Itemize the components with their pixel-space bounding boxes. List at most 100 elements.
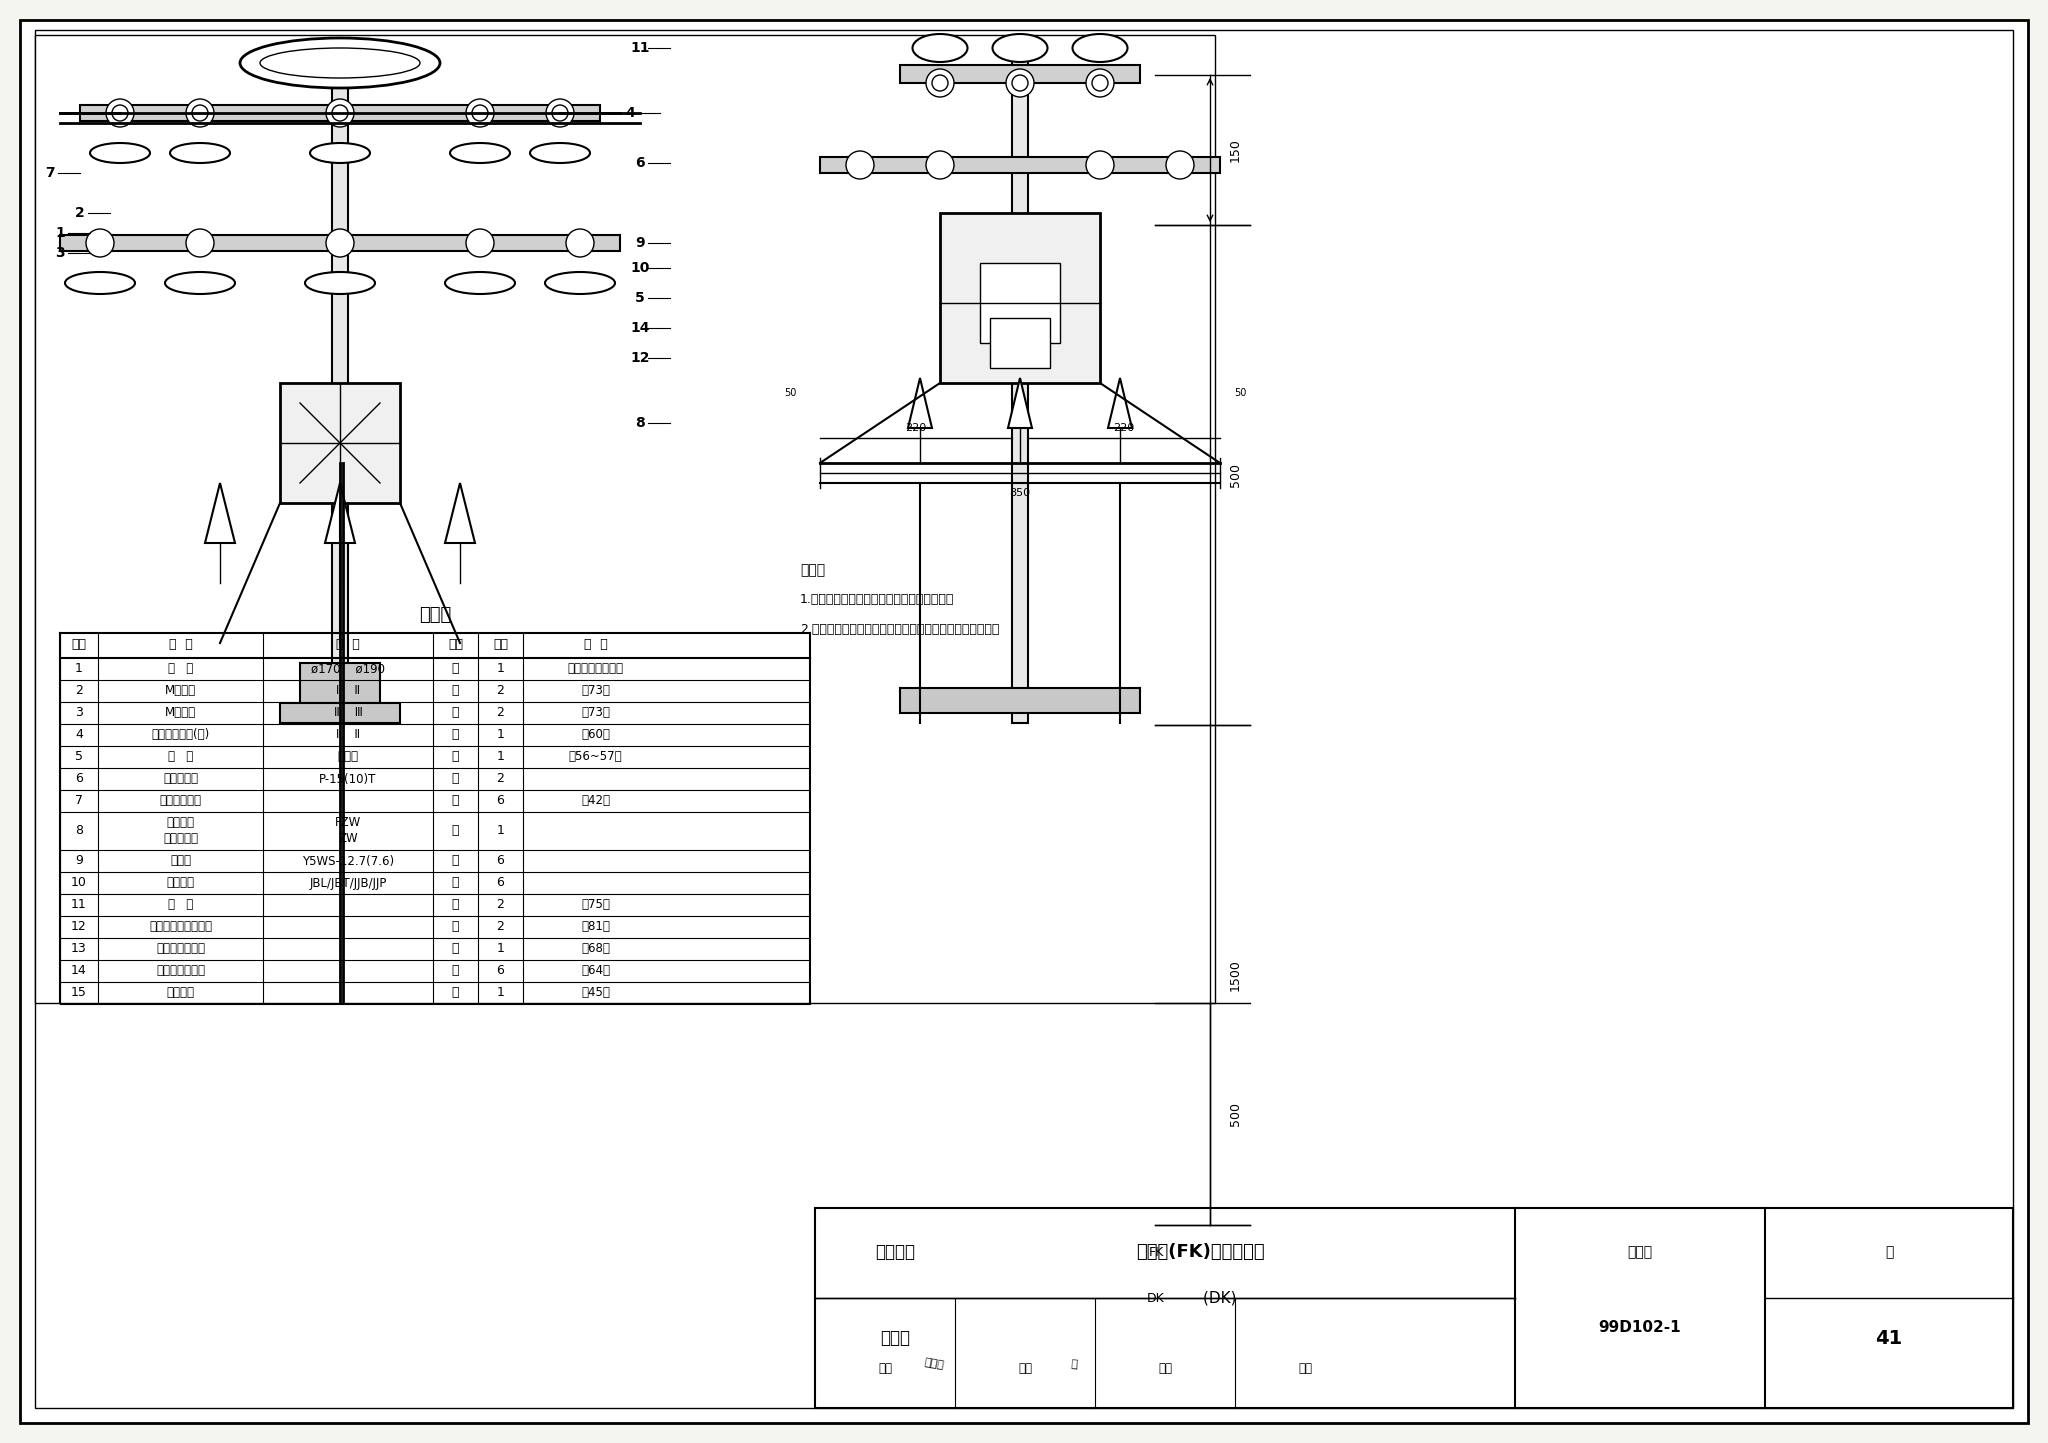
Text: 2: 2 [496,772,504,785]
Text: 安装杆(FK)杆顶安装图: 安装杆(FK)杆顶安装图 [1137,1242,1264,1261]
Bar [35,35,1214,1003]
Text: 6: 6 [496,876,504,889]
Text: 明细表: 明细表 [420,606,451,623]
Text: FZW: FZW [336,817,360,830]
Polygon shape [1008,378,1032,429]
Circle shape [932,75,948,91]
Text: 电   杆: 电 杆 [168,662,193,675]
Text: 6: 6 [496,854,504,867]
Text: 避雷器固定支架: 避雷器固定支架 [156,964,205,977]
Text: 220: 220 [905,423,926,433]
Text: 7: 7 [76,795,84,808]
Text: 校对: 校对 [1018,1362,1032,1375]
Text: 13: 13 [72,942,86,955]
Text: 付: 付 [453,942,459,955]
Circle shape [565,229,594,257]
Text: 2: 2 [496,707,504,720]
Text: 5: 5 [635,291,645,304]
Polygon shape [205,483,236,543]
Text: 避雷器: 避雷器 [170,854,190,867]
Text: 1: 1 [55,227,66,240]
Text: 负荷开关: 负荷开关 [874,1242,915,1261]
Circle shape [926,69,954,97]
Text: JBL/JBT/JJB/JJP: JBL/JBT/JJB/JJP [309,876,387,889]
Text: 2.开关两侧若只有一侧为电源时，只需在电源侧装避雷器。: 2.开关两侧若只有一侧为电源时，只需在电源侧装避雷器。 [801,623,999,636]
Circle shape [113,105,127,121]
Bar [80,105,600,121]
Text: 2: 2 [76,206,84,219]
Text: 11: 11 [631,40,649,55]
Circle shape [467,100,494,127]
Text: 6: 6 [496,795,504,808]
Text: 850: 850 [1010,488,1030,498]
Text: 见75页: 见75页 [582,899,610,912]
Text: 12: 12 [72,921,86,934]
Text: 99D102-1: 99D102-1 [1599,1320,1681,1336]
Circle shape [332,105,348,121]
Text: 付: 付 [453,750,459,763]
Text: 见73页: 见73页 [582,684,610,697]
Text: 天津: 天津 [1157,1362,1171,1375]
Circle shape [553,105,567,121]
Text: 2: 2 [496,684,504,697]
Text: 4: 4 [625,105,635,120]
Text: 9: 9 [76,854,82,867]
Text: 长度由工程设计定: 长度由工程设计定 [567,662,623,675]
Ellipse shape [309,143,371,163]
Text: 拉   板: 拉 板 [168,899,193,912]
Text: 7: 7 [45,166,55,180]
Text: (DK): (DK) [1163,1290,1237,1306]
Text: 15: 15 [72,987,86,1000]
Ellipse shape [66,271,135,294]
Text: 个: 个 [453,854,459,867]
Text: 见68页: 见68页 [582,942,610,955]
Ellipse shape [240,38,440,88]
Text: 12: 12 [631,351,649,365]
Text: 50: 50 [784,388,797,398]
Circle shape [326,100,354,127]
Text: 见73页: 见73页 [582,707,610,720]
Text: 500: 500 [1229,463,1241,486]
Text: 断路器: 断路器 [881,1329,909,1346]
Text: 1500: 1500 [1229,960,1241,991]
Ellipse shape [90,143,150,163]
Text: 页: 页 [1884,1245,1892,1258]
Circle shape [471,105,487,121]
Text: 1: 1 [496,662,504,675]
Polygon shape [326,483,354,543]
Text: Y5WS-12.7(7.6): Y5WS-12.7(7.6) [301,854,393,867]
Polygon shape [444,483,475,543]
Ellipse shape [451,143,510,163]
Text: 2: 2 [76,684,82,697]
Text: 断路器安装支架: 断路器安装支架 [156,942,205,955]
Text: 5: 5 [76,750,84,763]
Text: 10: 10 [72,876,86,889]
Text: 1: 1 [76,662,82,675]
Text: 4: 4 [76,729,82,742]
Text: 个: 个 [453,876,459,889]
Text: 1: 1 [496,824,504,837]
Bar [281,703,399,723]
Text: 杆顶支座抱箍(二): 杆顶支座抱箍(二) [152,729,209,742]
Text: 见45页: 见45页 [582,987,610,1000]
Text: 8: 8 [635,416,645,430]
Text: 附  注: 附 注 [584,638,608,651]
Text: 单位: 单位 [449,638,463,651]
Text: 处: 处 [453,987,459,1000]
Text: 1: 1 [496,942,504,955]
Circle shape [186,100,213,127]
Text: P-15(10)T: P-15(10)T [319,772,377,785]
Text: 个: 个 [453,772,459,785]
Text: 6: 6 [635,156,645,170]
Text: Ⅰ    Ⅱ: Ⅰ Ⅱ [336,684,360,697]
Text: 数量: 数量 [494,638,508,651]
Text: 11: 11 [72,899,86,912]
Text: 1.根据工程设计需要选用负荷开关或断路器。: 1.根据工程设计需要选用负荷开关或断路器。 [801,593,954,606]
Text: 见附录: 见附录 [338,750,358,763]
Circle shape [186,229,213,257]
Text: 6: 6 [76,772,82,785]
Text: 串: 串 [453,795,459,808]
Circle shape [1165,152,1194,179]
Bar [59,235,621,251]
Circle shape [547,100,573,127]
